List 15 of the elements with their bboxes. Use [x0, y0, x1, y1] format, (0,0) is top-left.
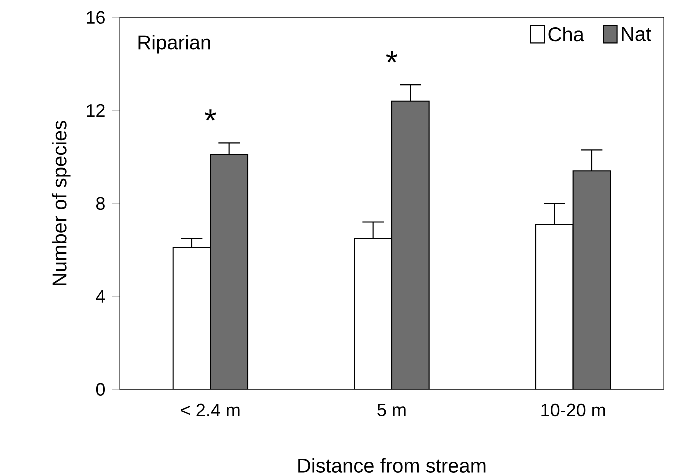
annotation: * — [386, 51, 398, 63]
y-tick-label: 4 — [96, 290, 106, 303]
x-tick-label: 10-20 m — [542, 404, 606, 417]
legend-label: Nat — [622, 27, 652, 42]
y-tick-label: 16 — [87, 11, 105, 24]
x-tick-label: 5 m — [378, 404, 406, 416]
legend-label: Cha — [548, 26, 584, 42]
y-tick-label: 8 — [96, 197, 105, 210]
text: Riparian — [138, 35, 210, 54]
y-axis-title: Number of species — [52, 121, 71, 286]
y-tick-label: 0 — [96, 383, 106, 396]
x-tick-label: < 2.4 m — [181, 404, 240, 417]
y-tick-label: 12 — [87, 104, 105, 117]
annotation: * — [204, 110, 216, 121]
x-axis-title: Distance from stream — [298, 458, 486, 473]
